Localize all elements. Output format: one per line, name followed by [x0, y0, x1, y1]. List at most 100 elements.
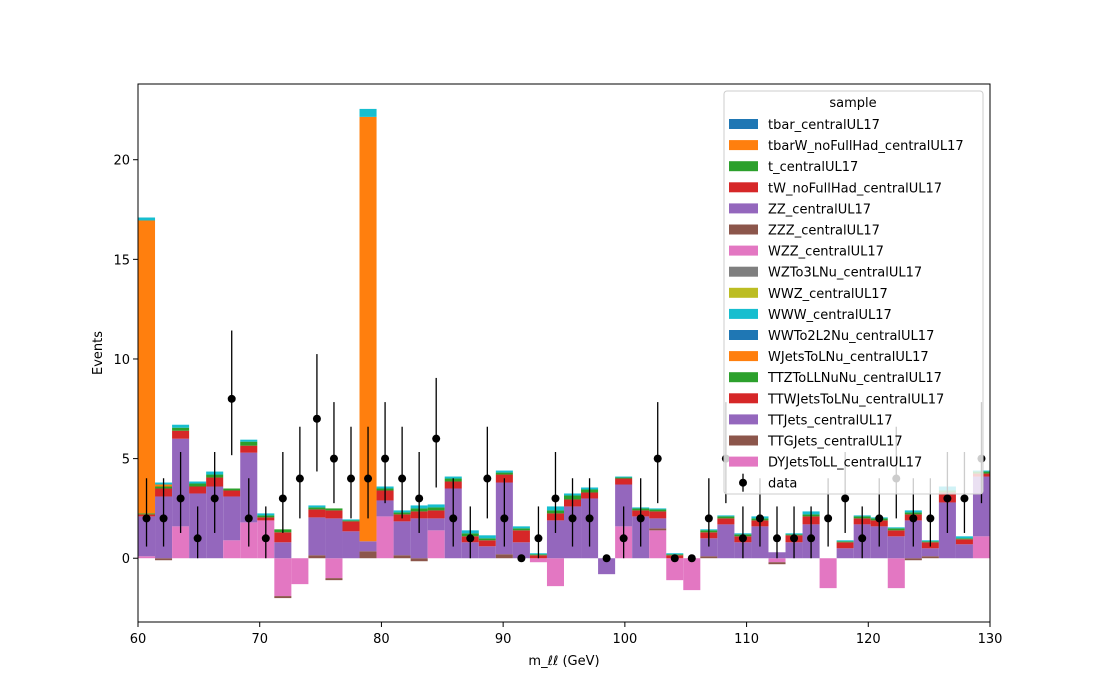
bar-rest-20	[478, 535, 496, 539]
y-axis-label: Events	[91, 331, 106, 375]
bar-ttz-5	[223, 488, 241, 491]
bar-ttz-3	[189, 483, 207, 487]
bar-ttz-44	[887, 528, 905, 531]
bar-ttw-22	[512, 530, 530, 543]
bar-tt-30	[649, 518, 667, 529]
data-point-30	[653, 454, 662, 463]
data-point-21	[500, 514, 509, 523]
bar-tt-10	[308, 517, 326, 556]
bar-ttw-11	[325, 510, 343, 519]
data-point-18	[449, 514, 458, 523]
x-tick-label-4: 100	[612, 632, 637, 647]
bar-tt-48	[955, 544, 973, 559]
bar-ttw-8	[274, 532, 292, 543]
legend-label-15: TTGJets_centralUL17	[767, 435, 903, 450]
bar-rest-48	[955, 536, 973, 539]
bar-ttw-5	[223, 490, 241, 497]
legend-label-11: WJetsToLNu_centralUL17	[768, 350, 929, 365]
data-point-25	[568, 514, 577, 523]
legend-label-0: tbar_centralUL17	[768, 118, 880, 133]
bar-dy-5	[223, 540, 241, 559]
bar-dy-0	[138, 556, 156, 559]
bar-dy-17	[427, 530, 445, 559]
bar-dy-24	[546, 558, 564, 587]
plot-frame	[137, 83, 991, 623]
data-point-22	[517, 554, 526, 563]
data-point-45	[909, 514, 918, 523]
bar-ttg-13	[359, 551, 377, 559]
bar-ttz-30	[649, 509, 667, 512]
bar-rest-17	[427, 504, 445, 508]
bar-ttw-34	[717, 518, 735, 525]
bar-tt-46	[921, 548, 939, 557]
data-point-47	[943, 494, 952, 503]
bar-ttz-34	[717, 516, 735, 519]
bar-ttz-2	[172, 427, 190, 431]
legend-label-8: WWZ_centralUL17	[768, 287, 888, 302]
legend-swatch-14	[729, 414, 758, 425]
data-point-31	[670, 554, 679, 563]
data-point-23	[534, 534, 543, 543]
legend-swatch-4	[729, 203, 758, 214]
legend-label-12: TTZToLLNuNu_centralUL17	[767, 371, 942, 386]
bar-ttw-48	[955, 539, 973, 545]
legend-label-3: tW_noFullHad_centralUL17	[768, 181, 942, 196]
y-axis-ticks: 0 5 10 15 20	[113, 154, 138, 567]
data-point-42	[858, 534, 867, 543]
legend-swatch-1	[729, 140, 758, 151]
legend-label-6: WZZ_centralUL17	[768, 245, 884, 260]
bar-ttz-10	[308, 507, 326, 510]
bar-rest-34	[717, 515, 735, 517]
bar-rest-13	[359, 108, 377, 117]
legend-frame	[723, 90, 984, 495]
bar-rest-2	[172, 424, 190, 428]
data-point-6	[244, 514, 253, 523]
data-point-14	[381, 454, 390, 463]
legend-swatch-5	[729, 224, 758, 235]
bar-rest-0	[138, 217, 156, 221]
legend-swatch-3	[729, 182, 758, 193]
bar-rest-31	[666, 553, 684, 555]
y-tick-label-0: 0	[122, 552, 130, 567]
bar-ttw-2	[172, 430, 190, 439]
bar-dy-37	[768, 558, 786, 563]
bar-ttw-20	[478, 540, 496, 547]
bar-rest-6	[240, 439, 258, 442]
data-point-12	[347, 474, 355, 483]
legend-data-marker	[739, 478, 747, 487]
bar-rest-22	[512, 526, 530, 529]
bar-tt-34	[717, 524, 735, 559]
data-point-1	[159, 514, 168, 523]
bar-tt-33	[700, 538, 718, 557]
bar-rest-12	[342, 519, 360, 521]
bar-ttg-46	[921, 556, 939, 559]
data-point-13	[364, 474, 373, 483]
y-tick-label-4: 20	[113, 154, 130, 169]
bar-dy-23	[529, 558, 547, 563]
x-tick-label-5: 110	[734, 632, 759, 647]
data-point-27	[602, 554, 611, 563]
legend-swatch-11	[729, 351, 758, 362]
bar-ttg-37	[768, 562, 786, 565]
bar-ttg-33	[700, 556, 718, 559]
data-point-4	[210, 494, 219, 503]
bar-ttg-45	[904, 558, 922, 561]
y-tick-label-3: 15	[113, 253, 130, 268]
legend-label-14: TTJets_centralUL17	[767, 413, 893, 428]
data-point-37	[773, 534, 781, 543]
data-point-11	[329, 454, 338, 463]
bar-ttz-6	[240, 441, 258, 446]
x-axis-label: m_ℓℓ (GeV)	[528, 654, 599, 669]
bar-rest-18	[444, 476, 462, 479]
data-point-16	[415, 494, 424, 503]
bar-tt-41	[836, 548, 854, 559]
data-point-32	[687, 554, 696, 563]
legend-label-10: WWTo2L2Nu_centralUL17	[768, 329, 934, 344]
bar-ttg-16	[410, 558, 428, 562]
bar-rest-41	[836, 540, 854, 542]
legend-swatch-7	[729, 266, 758, 277]
bar-tt-22	[512, 542, 530, 559]
bar-dy-30	[649, 530, 667, 559]
bar-rest-30	[649, 508, 667, 510]
